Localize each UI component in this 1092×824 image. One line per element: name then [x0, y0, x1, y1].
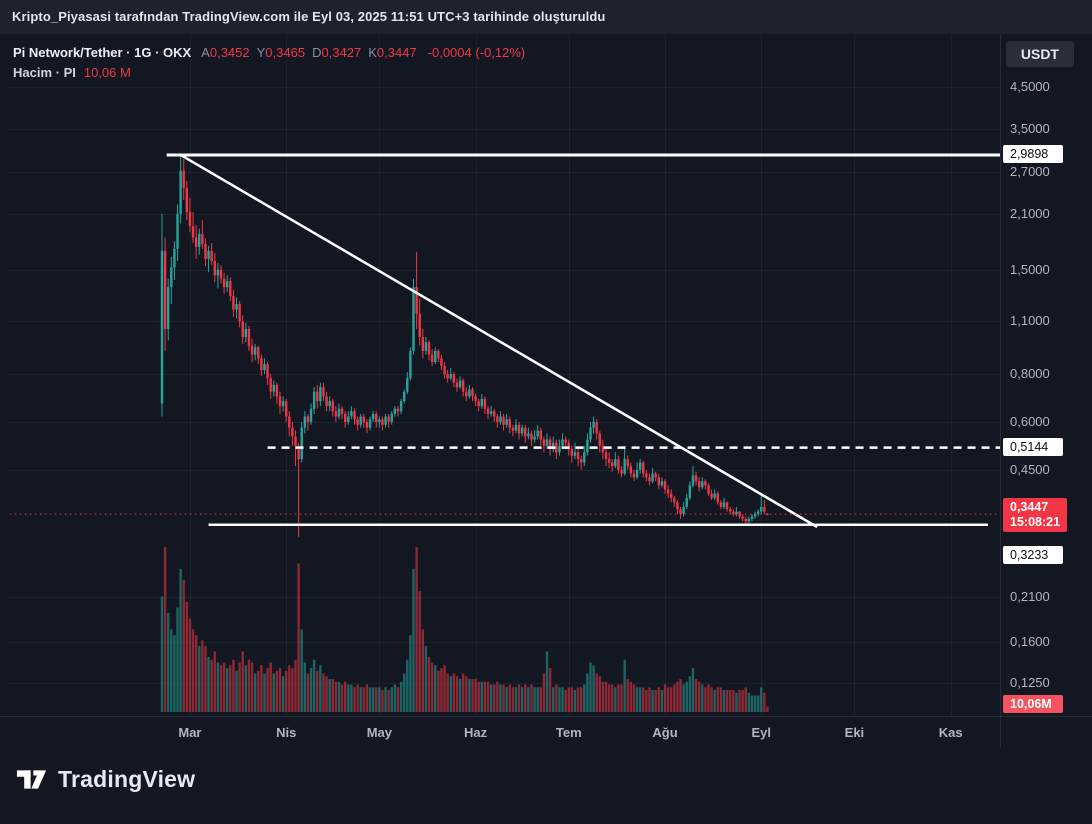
- volume-legend-label: Hacim · PI: [13, 65, 76, 80]
- price-tick-label: 1,1000: [1010, 313, 1050, 329]
- attribution-bar: Kripto_Piyasasi tarafından TradingView.c…: [0, 0, 1092, 34]
- price-tick-label: 0,1250: [1010, 674, 1050, 690]
- tradingview-logo-icon: [16, 770, 47, 789]
- ohlc-low-label: D: [312, 45, 322, 60]
- currency-toggle-button[interactable]: USDT: [1005, 41, 1074, 67]
- price-label-0,5144: 0,5144: [1003, 437, 1063, 456]
- price-tick-label: 2,1000: [1010, 205, 1050, 221]
- price-tick-label: 3,5000: [1010, 120, 1050, 136]
- ohlc-open-value: 0,3452: [209, 45, 250, 60]
- price-change: -0,0004 (-0,12%): [427, 45, 526, 60]
- price-tick-label: 2,7000: [1010, 163, 1050, 179]
- time-axis-month-Tem: Tem: [555, 725, 582, 740]
- price-label-0,3447: 0,3447 15:08:21: [1003, 498, 1068, 533]
- volume-legend: Hacim · PI 10,06 M: [13, 65, 131, 80]
- ohlc-close-label: K: [368, 45, 377, 60]
- time-axis-month-Mar: Mar: [178, 725, 202, 740]
- time-axis-month-Nis: Nis: [276, 725, 297, 740]
- tradingview-logo-text: TradingView: [58, 766, 196, 792]
- price-label-2,9898: 2,9898: [1003, 144, 1063, 163]
- price-tick-label: 0,6000: [1010, 413, 1050, 429]
- ohlc-close-value: 0,3447: [376, 45, 417, 60]
- time-axis-month-Kas: Kas: [938, 725, 963, 740]
- price-axis[interactable]: 4,5000 3,5000 2,7000 2,1000 1,5000 1,1000 0,80…: [1000, 34, 1092, 748]
- time-axis-month-Ağu: Ağu: [652, 725, 678, 740]
- chart-legend: Pi Network/Tether · 1G · OKX A0,3452 Y0,…: [13, 45, 525, 60]
- price-tick-label: 0,2100: [1010, 588, 1050, 604]
- ohlc-low-value: 0,3427: [321, 45, 362, 60]
- symbol-title: Pi Network/Tether · 1G · OKX: [13, 45, 192, 60]
- price-tick-label: 0,4500: [1010, 461, 1050, 477]
- price-label-0,3233: 0,3233: [1003, 545, 1063, 564]
- current-price-value: 0,3447: [1010, 500, 1049, 515]
- bar-close-countdown: 15:08:21: [1010, 515, 1061, 530]
- time-axis-month-May: May: [366, 725, 392, 740]
- price-tick-label: 4,5000: [1010, 79, 1050, 94]
- ohlc-open: A0,3452: [201, 45, 249, 60]
- price-tick-label: 0,1600: [1010, 633, 1050, 649]
- ohlc-high-value: 0,3465: [265, 45, 306, 60]
- price-tick-label: 1,5000: [1010, 261, 1050, 277]
- ohlc-open-label: A: [201, 45, 210, 60]
- price-label-10,06M: 10,06M: [1003, 695, 1063, 713]
- volume-legend-value: 10,06 M: [83, 65, 131, 80]
- tradingview-logo[interactable]: TradingView: [16, 766, 195, 793]
- price-tick-label: 0,8000: [1010, 366, 1050, 382]
- ohlc-high: Y0,3465: [257, 45, 305, 60]
- time-axis-month-Eyl: Eyl: [751, 725, 772, 740]
- time-axis-month-Haz: Haz: [464, 725, 488, 740]
- time-axis-month-Eki: Eki: [844, 725, 865, 740]
- ohlc-high-label: Y: [256, 45, 266, 60]
- ohlc-low: D0,3427: [312, 45, 361, 60]
- time-axis[interactable]: Mar Nis May Haz Tem Ağu Eyl Eki Kas: [0, 716, 1092, 749]
- ohlc-close: K0,3447: [368, 45, 416, 60]
